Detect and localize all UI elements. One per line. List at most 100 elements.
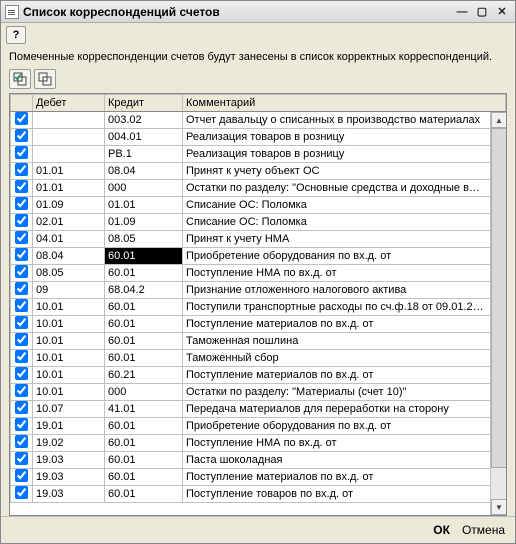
- table-row[interactable]: 19.0360.01Паста шоколадная: [11, 452, 506, 469]
- table-row[interactable]: 08.0560.01Поступление НМА по вх.д. от: [11, 265, 506, 282]
- comment-cell[interactable]: Поступление НМА по вх.д. от: [183, 435, 506, 452]
- row-checkbox-cell[interactable]: [11, 299, 33, 316]
- comment-cell[interactable]: Таможенный сбор: [183, 350, 506, 367]
- minimize-button[interactable]: —: [453, 4, 471, 20]
- row-checkbox[interactable]: [15, 435, 28, 448]
- row-checkbox[interactable]: [15, 333, 28, 346]
- debit-cell[interactable]: 09: [33, 282, 105, 299]
- row-checkbox-cell[interactable]: [11, 214, 33, 231]
- check-all-button[interactable]: [9, 69, 31, 89]
- comment-cell[interactable]: Остатки по разделу: "Материалы (счет 10)…: [183, 384, 506, 401]
- comment-cell[interactable]: Принят к учету НМА: [183, 231, 506, 248]
- table-row[interactable]: 19.0160.01Приобретение оборудования по в…: [11, 418, 506, 435]
- row-checkbox[interactable]: [15, 469, 28, 482]
- row-checkbox-cell[interactable]: [11, 180, 33, 197]
- maximize-button[interactable]: ▢: [473, 4, 491, 20]
- debit-cell[interactable]: 10.01: [33, 333, 105, 350]
- credit-cell[interactable]: 60.01: [105, 486, 183, 503]
- row-checkbox-cell[interactable]: [11, 129, 33, 146]
- row-checkbox-cell[interactable]: [11, 163, 33, 180]
- comment-cell[interactable]: Реализация товаров в розницу: [183, 129, 506, 146]
- debit-cell[interactable]: 10.01: [33, 384, 105, 401]
- table-row[interactable]: 10.0160.21Поступление материалов по вх.д…: [11, 367, 506, 384]
- debit-cell[interactable]: 19.03: [33, 452, 105, 469]
- table-row[interactable]: 19.0360.01Поступление материалов по вх.д…: [11, 469, 506, 486]
- comment-cell[interactable]: Реализация товаров в розницу: [183, 146, 506, 163]
- credit-cell[interactable]: 60.21: [105, 367, 183, 384]
- row-checkbox-cell[interactable]: [11, 146, 33, 163]
- row-checkbox-cell[interactable]: [11, 384, 33, 401]
- credit-cell[interactable]: 60.01: [105, 265, 183, 282]
- row-checkbox-cell[interactable]: [11, 112, 33, 129]
- col-credit[interactable]: Кредит: [105, 95, 183, 112]
- table-row[interactable]: 10.0160.01Поступили транспортные расходы…: [11, 299, 506, 316]
- table-row[interactable]: 10.0160.01Таможенный сбор: [11, 350, 506, 367]
- debit-cell[interactable]: 19.03: [33, 486, 105, 503]
- uncheck-all-button[interactable]: [34, 69, 56, 89]
- row-checkbox[interactable]: [15, 367, 28, 380]
- debit-cell[interactable]: 02.01: [33, 214, 105, 231]
- debit-cell[interactable]: 10.01: [33, 350, 105, 367]
- ok-button[interactable]: ОК: [433, 523, 450, 537]
- comment-cell[interactable]: Списание ОС: Поломка: [183, 214, 506, 231]
- debit-cell[interactable]: 01.01: [33, 180, 105, 197]
- row-checkbox[interactable]: [15, 486, 28, 499]
- debit-cell[interactable]: 08.05: [33, 265, 105, 282]
- debit-cell[interactable]: 10.01: [33, 316, 105, 333]
- row-checkbox-cell[interactable]: [11, 469, 33, 486]
- credit-cell[interactable]: 08.05: [105, 231, 183, 248]
- row-checkbox[interactable]: [15, 231, 28, 244]
- debit-cell[interactable]: 01.09: [33, 197, 105, 214]
- row-checkbox-cell[interactable]: [11, 452, 33, 469]
- row-checkbox-cell[interactable]: [11, 316, 33, 333]
- debit-cell[interactable]: 19.01: [33, 418, 105, 435]
- col-check[interactable]: [11, 95, 33, 112]
- row-checkbox[interactable]: [15, 316, 28, 329]
- row-checkbox-cell[interactable]: [11, 418, 33, 435]
- credit-cell[interactable]: 60.01: [105, 350, 183, 367]
- credit-cell[interactable]: 000: [105, 384, 183, 401]
- table-row[interactable]: 01.0901.01Списание ОС: Поломка: [11, 197, 506, 214]
- comment-cell[interactable]: Поступление материалов по вх.д. от: [183, 367, 506, 384]
- debit-cell[interactable]: [33, 146, 105, 163]
- col-debit[interactable]: Дебет: [33, 95, 105, 112]
- table-row[interactable]: 01.0108.04Принят к учету объект ОС: [11, 163, 506, 180]
- debit-cell[interactable]: 10.01: [33, 299, 105, 316]
- credit-cell[interactable]: 08.04: [105, 163, 183, 180]
- credit-cell[interactable]: 60.01: [105, 469, 183, 486]
- comment-cell[interactable]: Отчет давальцу о списанных в производств…: [183, 112, 506, 129]
- row-checkbox[interactable]: [15, 282, 28, 295]
- credit-cell[interactable]: 000: [105, 180, 183, 197]
- row-checkbox[interactable]: [15, 350, 28, 363]
- debit-cell[interactable]: [33, 112, 105, 129]
- close-button[interactable]: ✕: [493, 4, 511, 20]
- help-button[interactable]: ?: [6, 26, 26, 44]
- row-checkbox-cell[interactable]: [11, 265, 33, 282]
- comment-cell[interactable]: Поступление товаров по вх.д. от: [183, 486, 506, 503]
- credit-cell[interactable]: 60.01: [105, 248, 183, 265]
- col-comment[interactable]: Комментарий: [183, 95, 506, 112]
- credit-cell[interactable]: 60.01: [105, 316, 183, 333]
- comment-cell[interactable]: Приобретение оборудования по вх.д. от: [183, 248, 506, 265]
- comment-cell[interactable]: Таможенная пошлина: [183, 333, 506, 350]
- row-checkbox-cell[interactable]: [11, 435, 33, 452]
- debit-cell[interactable]: [33, 129, 105, 146]
- row-checkbox[interactable]: [15, 163, 28, 176]
- debit-cell[interactable]: 04.01: [33, 231, 105, 248]
- row-checkbox[interactable]: [15, 401, 28, 414]
- row-checkbox[interactable]: [15, 384, 28, 397]
- row-checkbox[interactable]: [15, 112, 28, 125]
- credit-cell[interactable]: 60.01: [105, 333, 183, 350]
- credit-cell[interactable]: 01.01: [105, 197, 183, 214]
- comment-cell[interactable]: Признание отложенного налогового актива: [183, 282, 506, 299]
- table-row[interactable]: 10.01000Остатки по разделу: "Материалы (…: [11, 384, 506, 401]
- debit-cell[interactable]: 10.07: [33, 401, 105, 418]
- credit-cell[interactable]: 004.01: [105, 129, 183, 146]
- comment-cell[interactable]: Поступили транспортные расходы по сч.ф.1…: [183, 299, 506, 316]
- credit-cell[interactable]: 41.01: [105, 401, 183, 418]
- comment-cell[interactable]: Принят к учету объект ОС: [183, 163, 506, 180]
- comment-cell[interactable]: Поступление НМА по вх.д. от: [183, 265, 506, 282]
- comment-cell[interactable]: Поступление материалов по вх.д. от: [183, 469, 506, 486]
- table-row[interactable]: 003.02Отчет давальцу о списанных в произ…: [11, 112, 506, 129]
- scroll-down-button[interactable]: ▼: [491, 499, 507, 515]
